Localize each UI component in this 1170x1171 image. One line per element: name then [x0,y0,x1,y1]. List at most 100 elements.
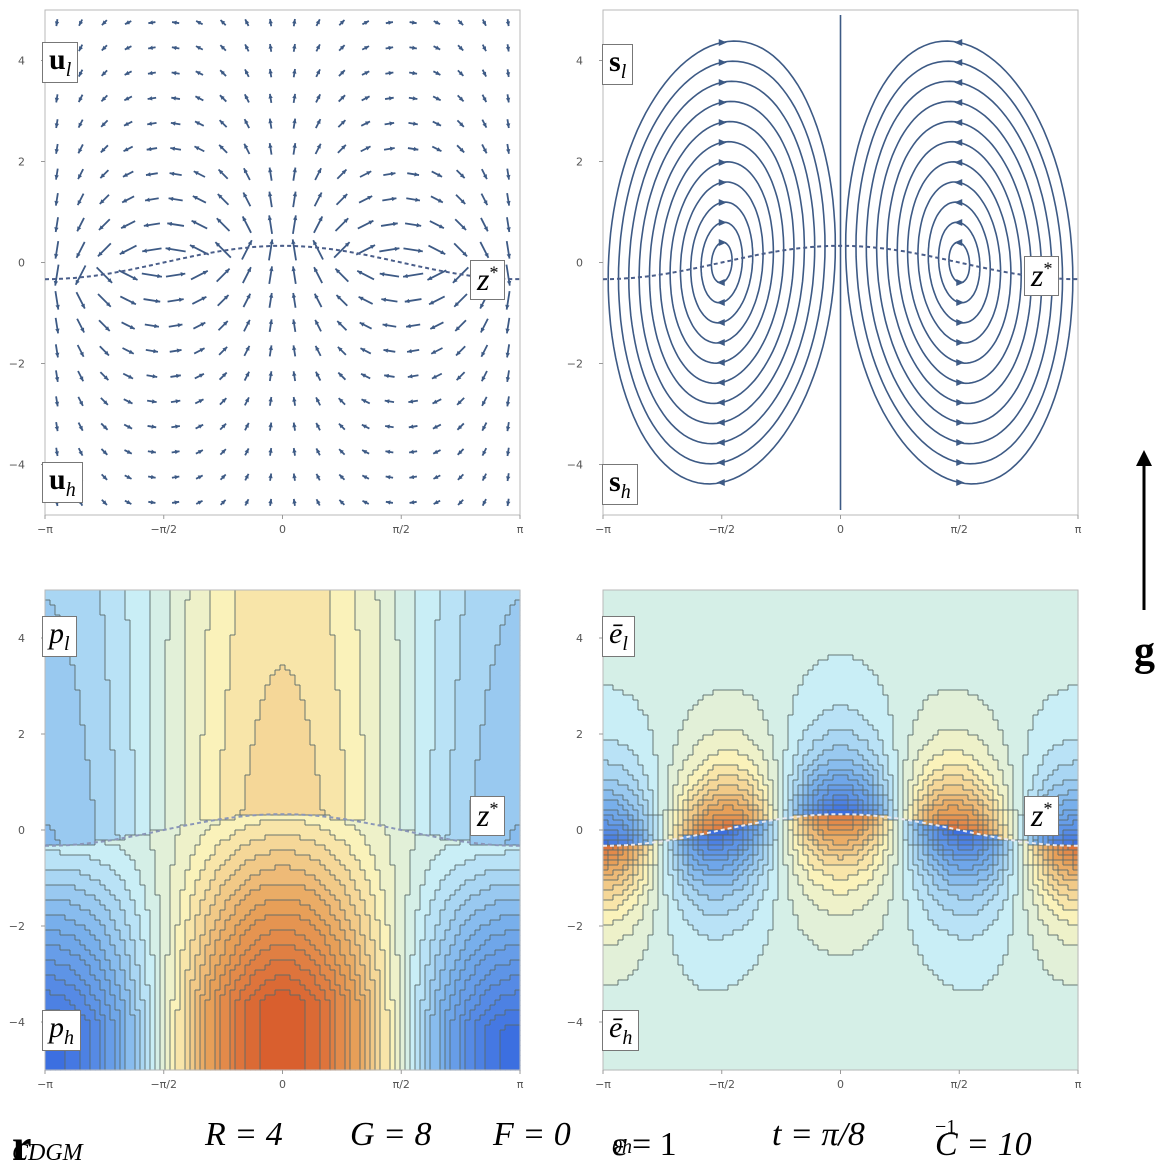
velocity-arrow [482,45,486,52]
velocity-arrow [385,121,395,125]
x-tick-label: 0 [279,1078,286,1091]
velocity-arrow [338,145,346,153]
velocity-arrow [78,345,84,357]
velocity-arrow [195,374,204,379]
velocity-arrow [122,322,135,329]
velocity-arrow [123,171,133,176]
velocity-arrow [293,215,297,233]
velocity-arrow [243,294,250,307]
velocity-arrow [386,21,393,25]
velocity-arrow [457,145,464,152]
velocity-arrow [148,500,155,504]
label-p-upper: pl [42,616,77,657]
velocity-arrow [292,143,296,154]
velocity-arrow [220,373,227,380]
velocity-arrow [245,69,249,76]
velocity-arrow [221,475,226,480]
y-tick-label: −2 [9,920,25,933]
y-tick-label: 0 [576,824,583,837]
y-tick-label: −4 [9,1016,25,1029]
velocity-arrow [245,448,249,455]
velocity-arrow [220,120,227,127]
velocity-arrow [410,500,417,504]
velocity-arrow [268,423,272,431]
velocity-arrow [409,96,417,100]
velocity-arrow [269,239,274,260]
velocity-arrow [505,291,509,309]
velocity-arrow [458,70,464,76]
velocity-arrow [482,120,486,128]
velocity-arrow [458,95,464,101]
velocity-arrow [171,96,180,100]
velocity-arrow [196,450,203,454]
velocity-arrow [292,319,296,332]
velocity-arrow [433,71,440,75]
velocity-arrow [194,146,204,151]
velocity-arrow [77,218,84,231]
velocity-arrow [506,44,510,51]
velocity-arrow [339,500,344,505]
velocity-arrow [125,20,131,24]
velocity-arrow [268,499,272,506]
streamline-arrow [954,199,962,206]
velocity-arrow [405,299,422,303]
velocity-arrow [434,20,440,24]
streamline [928,256,990,323]
velocity-arrow [385,71,393,75]
velocity-arrow [101,145,108,152]
velocity-arrow [316,346,321,356]
velocity-arrow [380,272,399,277]
velocity-arrow [268,143,272,154]
velocity-arrow [125,475,132,479]
velocity-arrow [166,272,185,277]
velocity-arrow [195,121,204,125]
velocity-arrow [191,271,208,280]
velocity-arrow [172,46,179,50]
velocity-arrow [148,96,156,100]
velocity-arrow [316,19,320,26]
velocity-arrow [506,422,510,431]
velocity-arrow [54,265,59,286]
velocity-arrow [409,450,417,454]
velocity-arrow [339,95,345,101]
label-p-lower: ph [42,1010,81,1051]
label-e-lower: ēh [602,1010,639,1051]
velocity-arrow [54,193,58,206]
velocity-arrow [78,169,83,179]
velocity-arrow [192,221,208,229]
x-tick-label: π [517,1078,524,1091]
up-arrow-icon [1118,450,1170,630]
streamline-arrow [956,339,964,346]
velocity-arrow [315,168,321,180]
velocity-arrow [219,145,227,153]
velocity-arrow [269,319,273,332]
velocity-arrow [408,122,417,126]
velocity-arrow [337,170,346,179]
velocity-arrow [316,372,321,381]
velocity-arrow [170,348,182,352]
velocity-arrow [99,219,110,230]
velocity-arrow [55,396,59,406]
velocity-arrow [100,195,109,204]
velocity-arrow [101,449,107,455]
velocity-arrow [218,194,229,205]
velocity-arrow [172,500,179,504]
velocity-arrow [362,501,368,505]
velocity-arrow [125,46,132,50]
velocity-arrow [122,348,133,354]
velocity-arrow [482,448,486,455]
velocity-arrow [403,274,423,279]
velocity-arrow [434,500,440,504]
plot-frame [45,10,520,515]
x-tick-label: π/2 [393,1078,410,1091]
velocity-arrow [170,374,180,378]
velocity-arrow [100,170,108,178]
velocity-arrow [292,44,296,52]
velocity-arrow [269,266,273,283]
velocity-arrow [196,475,203,479]
streamline-arrow [954,99,962,106]
velocity-arrow [482,423,486,431]
streamline-arrow [717,299,725,306]
